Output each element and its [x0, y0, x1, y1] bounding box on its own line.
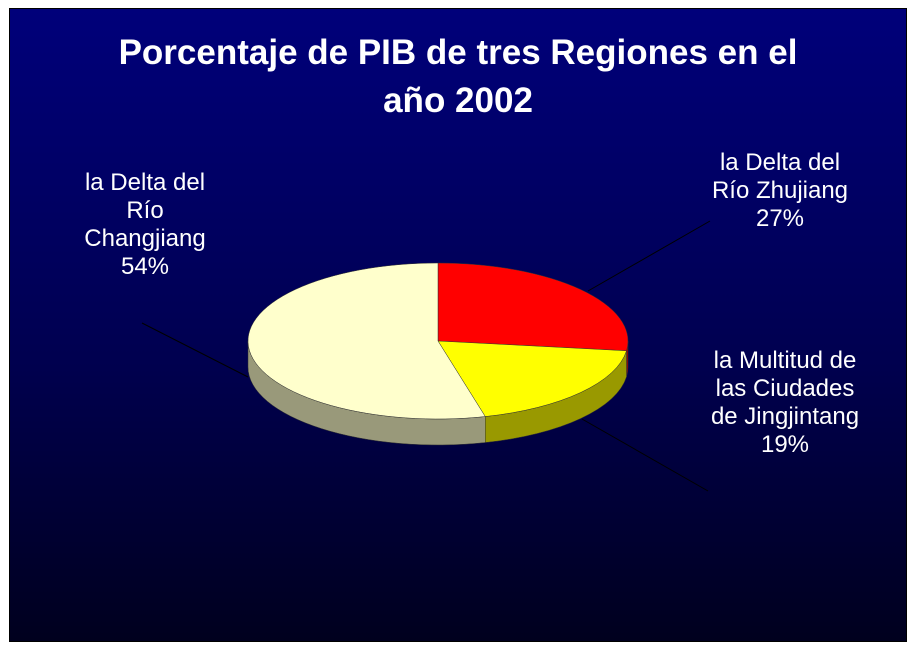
slice: [437, 262, 629, 352]
value-label: 27%: [755, 205, 805, 232]
category-label: la Multitud de las Ciudades de Jingjinta…: [710, 347, 860, 430]
chart-title-box: Porcentaje de PIB de tres Regiones en el…: [10, 29, 906, 125]
slice-label: la Multitud de las Ciudades de Jingjinta…: [710, 347, 860, 459]
leader-line: [581, 418, 709, 492]
slice: [247, 262, 486, 420]
chart: Porcentaje de PIB de tres Regiones en el…: [9, 8, 907, 642]
slice: [437, 340, 627, 417]
category-label: la Delta del Río Changjiang: [84, 169, 206, 252]
slice-label: la Delta del Río Changjiang 54%: [70, 169, 220, 281]
leader-line: [587, 220, 711, 292]
chart-title: Porcentaje de PIB de tres Regiones en el…: [118, 33, 798, 120]
value-label: 54%: [120, 253, 170, 280]
category-label: la Delta del Río Zhujiang: [711, 149, 849, 204]
leader-line: [141, 322, 249, 378]
slice-label: la Delta del Río Zhujiang 27%: [710, 149, 850, 233]
pie-area: [141, 220, 711, 492]
value-label: 19%: [760, 431, 810, 458]
